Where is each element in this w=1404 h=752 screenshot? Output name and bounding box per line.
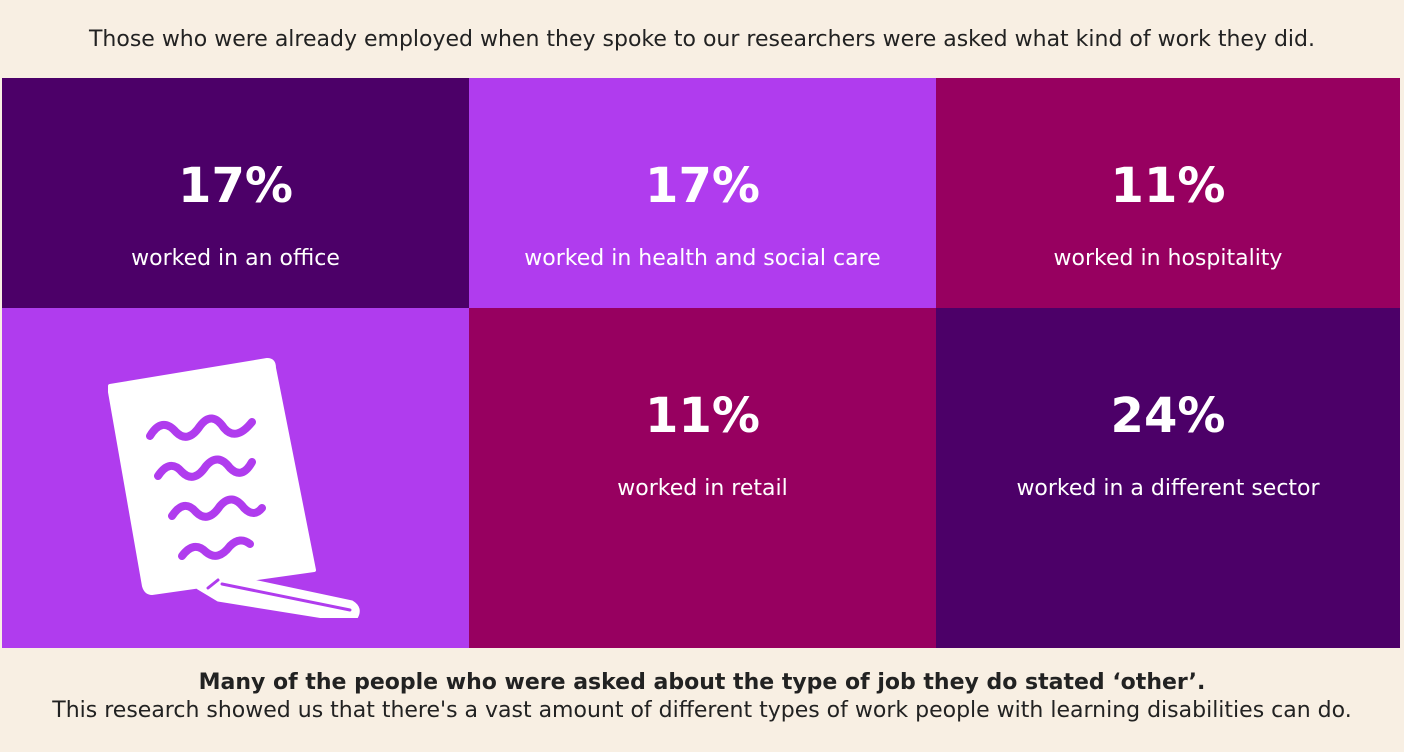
stat-percent: 11% bbox=[645, 388, 760, 444]
stat-label: worked in an office bbox=[131, 246, 340, 271]
stat-tile-retail: 11% worked in retail bbox=[469, 308, 936, 648]
footer-bold-text: Many of the people who were asked about … bbox=[198, 670, 1206, 695]
stat-tile-office: 17% worked in an office bbox=[2, 78, 469, 308]
footer-body-text: This research showed us that there's a v… bbox=[52, 698, 1352, 723]
stat-percent: 11% bbox=[1110, 158, 1226, 214]
paper-and-pencil-icon bbox=[108, 358, 360, 618]
stat-percent: 17% bbox=[645, 158, 760, 214]
illustration-tile bbox=[2, 308, 469, 648]
footer-note: Many of the people who were asked about … bbox=[0, 648, 1404, 752]
stat-label: worked in hospitality bbox=[1053, 246, 1283, 271]
stat-tile-different-sector: 24% worked in a different sector bbox=[936, 308, 1400, 648]
stat-tile-health-care: 17% worked in health and social care bbox=[469, 78, 936, 308]
stats-grid: 17% worked in an office 17% worked in he… bbox=[2, 78, 1400, 648]
stat-percent: 17% bbox=[178, 158, 293, 214]
stat-tile-hospitality: 11% worked in hospitality bbox=[936, 78, 1400, 308]
stat-label: worked in retail bbox=[617, 476, 788, 501]
stat-label: worked in a different sector bbox=[1016, 476, 1320, 501]
intro-text: Those who were already employed when the… bbox=[88, 26, 1316, 52]
stat-label: worked in health and social care bbox=[524, 246, 881, 271]
stat-percent: 24% bbox=[1110, 388, 1226, 444]
